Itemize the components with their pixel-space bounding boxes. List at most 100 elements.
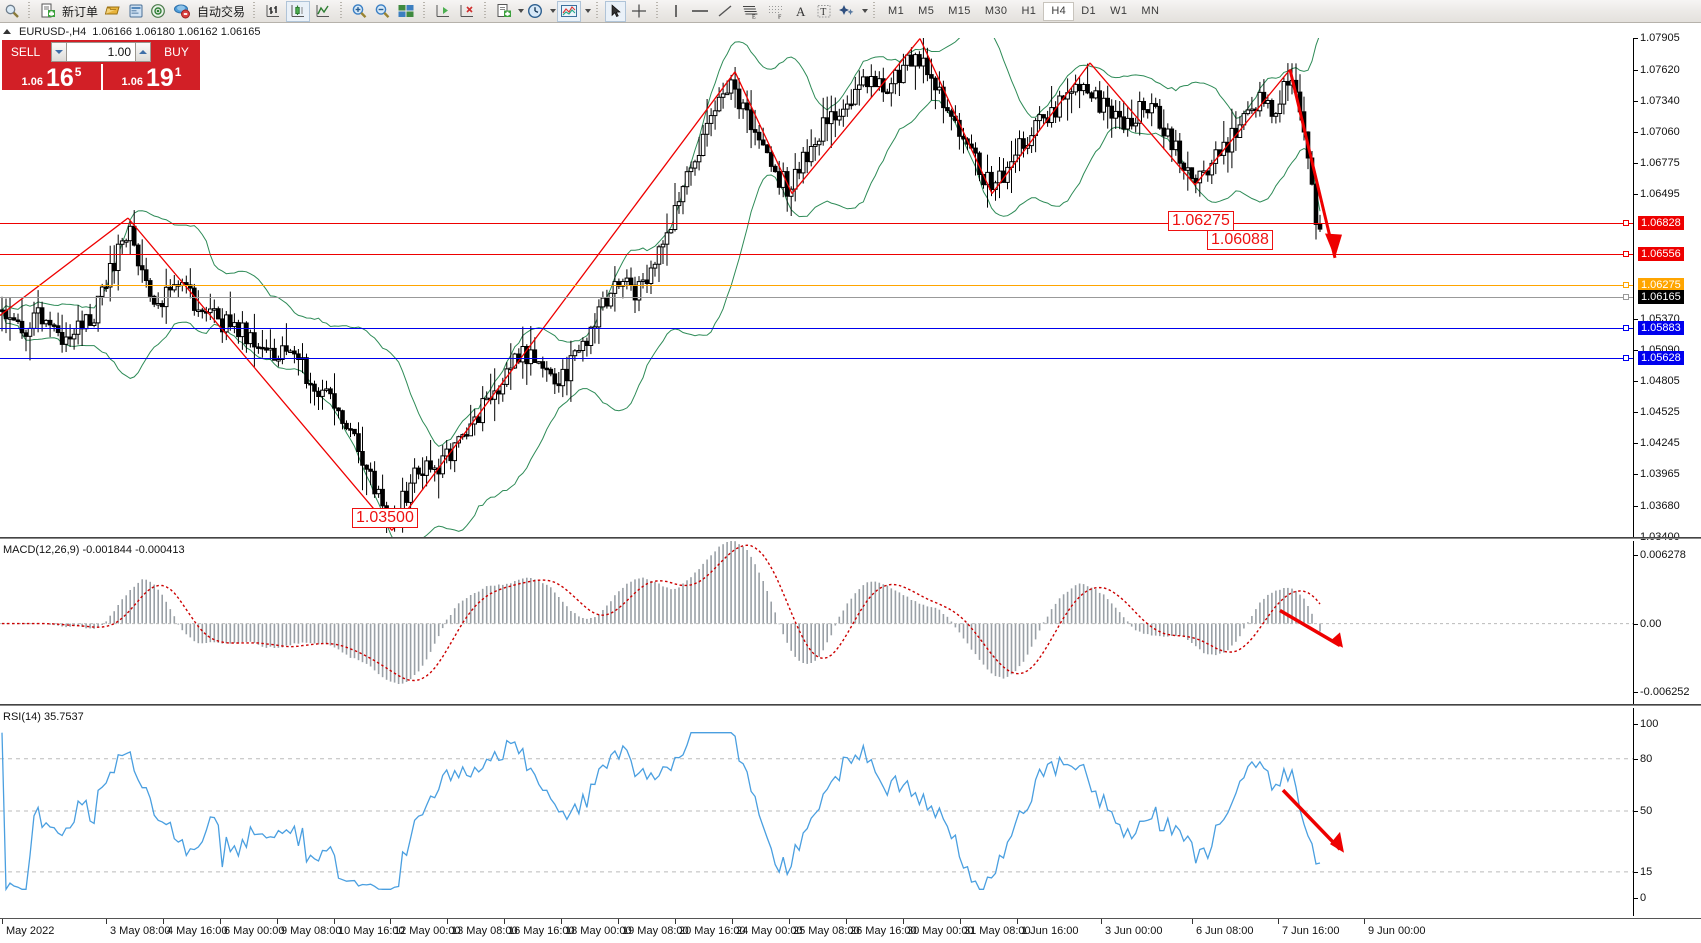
pane-divider[interactable] [0,704,1701,706]
crosshair-icon[interactable] [628,1,650,22]
timeframe-m5[interactable]: M5 [918,5,935,17]
time-axis[interactable]: May 2022 3 May 08:00 4 May 16:00 6 May 00:0… [0,918,1701,943]
sell-price[interactable]: 1.06 16 5 [2,64,101,90]
buy-button[interactable]: BUY [153,40,200,64]
chart-marker-icon [3,29,11,34]
autotrading-icon[interactable] [171,1,193,22]
new-order-icon[interactable] [37,1,58,22]
level-line-resistance-1[interactable] [0,223,1633,224]
toolbar-separator [594,2,602,20]
chevron-down-icon[interactable] [585,9,592,13]
macd-title: MACD(12,26,9) -0.001844 -0.000413 [3,544,185,556]
price-tick [1634,412,1638,414]
fibonacci-icon[interactable]: E [738,1,762,22]
time-tick [163,919,164,924]
period-icon[interactable] [525,1,546,22]
candlestick-chart-icon[interactable] [286,0,311,22]
zoom-in-icon[interactable] [349,1,370,22]
level-line-current-price[interactable] [0,297,1633,298]
price-scale[interactable]: 1.07905 1.07620 1.07340 1.07060 1.06775 1.064… [1633,32,1701,543]
macd-scale[interactable]: 0.006278 0.00 -0.006252 [1633,541,1701,704]
price-tick [1634,194,1638,196]
support-label[interactable]: 1.06275 [1168,211,1234,231]
svg-text:F: F [778,15,782,20]
chevron-down-icon[interactable] [862,9,869,13]
chart-shift-icon[interactable] [432,1,454,22]
navigator-icon[interactable] [148,1,169,22]
timeframe-d1[interactable]: D1 [1081,5,1097,17]
time-tick [960,919,961,924]
rsi-scale[interactable]: 100 80 50 15 0 [1633,708,1701,916]
trendline-icon[interactable] [714,1,736,22]
terminal-icon[interactable] [125,1,146,22]
time-tick-label: 9 May 08:00 [281,925,342,937]
new-order-label[interactable]: 新订单 [62,4,99,19]
chevron-down-icon[interactable] [518,9,525,13]
text-icon[interactable]: A [790,1,811,22]
price-tick [1634,131,1638,133]
sell-button[interactable]: SELL [2,40,49,64]
level-line-handle[interactable] [1623,251,1629,257]
tile-windows-icon[interactable] [395,1,417,22]
level-line-handle[interactable] [1623,282,1629,288]
price-level-label-pivot[interactable]: 1.06275 [1638,278,1684,292]
current-label[interactable]: 1.06088 [1207,230,1273,250]
price-pane[interactable]: 1.03500 1.06275 1.06088 [0,38,1633,537]
pane-divider[interactable] [0,537,1701,539]
zoom-out-icon[interactable] [372,1,393,22]
level-line-resistance-2[interactable] [0,254,1633,255]
rsi-chart-svg [0,732,1633,892]
time-tick [732,919,733,924]
bar-chart-icon[interactable] [262,1,284,22]
level-line-support-2[interactable] [0,358,1633,359]
level-line-handle[interactable] [1623,294,1629,300]
level-line-pivot[interactable] [0,285,1633,286]
bollinger-upper [1,38,1320,447]
low-label[interactable]: 1.03500 [352,508,418,528]
time-tick-label: 18 May 00:00 [565,925,632,937]
add-indicator-icon[interactable] [493,1,514,22]
horizontal-line-icon[interactable] [688,1,712,22]
folder-icon[interactable] [102,1,123,22]
level-line-support-1[interactable] [0,328,1633,329]
price-level-label-current-price[interactable]: 1.06165 [1638,290,1684,304]
chevron-down-icon[interactable] [550,9,557,13]
timeframe-h1[interactable]: H1 [1021,5,1037,17]
timeframe-mn[interactable]: MN [1141,5,1160,17]
timeframe-m15[interactable]: M15 [948,5,971,17]
price-level-label-support-1[interactable]: 1.05883 [1638,321,1684,335]
chart-area[interactable]: 1.03500 1.06275 1.06088 1.07905 1.07620 1.07… [0,32,1701,943]
volume-increase-button[interactable] [135,42,151,62]
time-tick-label: 9 Jun 00:00 [1368,925,1426,937]
rsi-pane[interactable]: RSI(14) 35.7537 [0,708,1633,916]
price-tick [1634,443,1638,445]
vertical-line-icon[interactable] [665,1,686,22]
sell-price-fraction: 5 [74,65,82,79]
price-tick [1634,69,1638,71]
price-tick-label: 1.04245 [1640,437,1680,450]
magnifier-icon[interactable] [1,1,22,22]
price-level-label-resistance-1[interactable]: 1.06828 [1638,216,1684,230]
level-line-handle[interactable] [1623,355,1629,361]
volume-input[interactable]: 1.00 [67,42,135,62]
cursor-icon[interactable] [605,0,627,22]
level-line-handle[interactable] [1623,220,1629,226]
macd-pane[interactable]: MACD(12,26,9) -0.001844 -0.000413 [0,541,1633,704]
timeframe-m1[interactable]: M1 [888,5,905,17]
macd-tick [1634,692,1638,693]
price-level-label-resistance-2[interactable]: 1.06556 [1638,247,1684,261]
text-label-icon[interactable]: T [813,1,834,22]
timeframe-w1[interactable]: W1 [1110,5,1128,17]
level-line-handle[interactable] [1623,325,1629,331]
templates-icon[interactable] [557,0,582,22]
volume-decrease-button[interactable] [51,42,67,62]
timeframe-m30[interactable]: M30 [984,5,1008,17]
price-level-label-support-2[interactable]: 1.05628 [1638,351,1684,365]
buy-price[interactable]: 1.06 19 1 [101,64,200,90]
auto-scroll-icon[interactable] [456,1,478,22]
timeframe-h4[interactable]: H4 [1043,1,1075,21]
channel-icon[interactable]: F [764,1,788,22]
line-chart-icon[interactable] [312,1,334,22]
autotrading-label[interactable]: 自动交易 [197,4,246,19]
shapes-icon[interactable] [836,1,858,22]
